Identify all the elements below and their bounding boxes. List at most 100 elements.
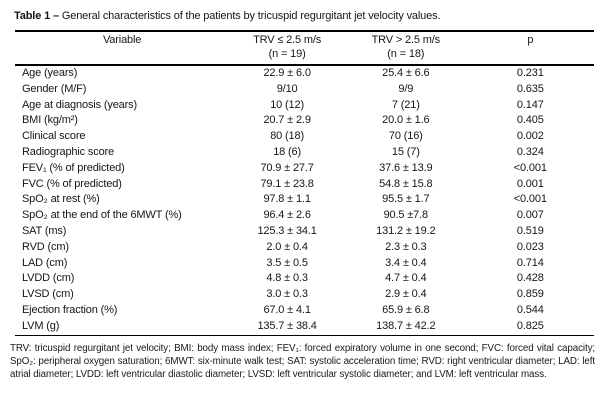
cell-p-value: 0.002 [516,130,544,143]
cell-p-value: <0.001 [513,193,547,206]
cell-group1-value: 4.8 ± 0.3 [266,272,308,285]
cell-variable: Gender (M/F) [22,82,87,95]
table-row: Gender (M/F) 9/10 9/9 0.635 [15,82,594,98]
header-row: Variable TRV ≤ 2.5 m/s (n = 19) TRV > 2.… [15,31,594,66]
cell-variable: FEV₁ (% of predicted) [22,161,125,174]
cell-group2-value: 54.8 ± 15.8 [379,177,433,190]
table-footnote: TRV: tricuspid regurgitant jet velocity;… [10,342,595,381]
cell-group1-value: 79.1 ± 23.8 [260,177,314,190]
cell-group2-value: 2.9 ± 0.4 [385,288,427,301]
header-group2-label: TRV > 2.5 m/s [371,34,441,46]
cell-variable: RVD (cm) [22,240,69,253]
cell-group2-value: 65.9 ± 6.8 [382,303,430,316]
cell-group2-value: 4.7 ± 0.4 [385,272,427,285]
cell-variable: SpO₂ at rest (%) [22,193,100,206]
cell-group1-value: 9/10 [276,82,298,95]
cell-p-value: 0.324 [516,145,544,158]
cell-variable: SAT (ms) [22,224,67,237]
cell-group1-value: 10 (12) [270,98,305,111]
cell-group2-value: 131.2 ± 19.2 [376,224,436,237]
header-variable-label: Variable [102,34,142,46]
cell-p-value: 0.405 [516,114,544,127]
table-row: Radiographic score 18 (6) 15 (7) 0.324 [15,145,594,161]
table-row: Clinical score 80 (18) 70 (16) 0.002 [15,129,594,145]
cell-variable: SpO₂ at the end of the 6MWT (%) [22,209,182,222]
cell-p-value: 0.859 [516,288,544,301]
cell-variable: FVC (% of predicted) [22,177,122,190]
cell-group2-value: 3.4 ± 0.4 [385,256,427,269]
cell-p-value: 0.231 [516,67,544,79]
cell-group1-value: 67.0 ± 4.1 [263,303,311,316]
table-figure: Table 1 – General characteristics of the… [10,7,597,381]
table-row: Ejection fraction (%) 67.0 ± 4.1 65.9 ± … [15,303,594,319]
cell-variable: Age (years) [22,67,78,79]
header-variable: Variable [15,31,230,66]
header-group2-n: (n = 18) [387,47,425,60]
cell-group1-value: 2.0 ± 0.4 [266,240,308,253]
cell-variable: Ejection fraction (%) [22,303,118,316]
cell-group2-value: 90.5 ±7.8 [383,209,429,222]
cell-group1-value: 3.0 ± 0.3 [266,288,308,301]
cell-p-value: 0.023 [516,240,544,253]
cell-group2-value: 37.6 ± 13.9 [379,161,433,174]
cell-group2-value: 25.4 ± 6.6 [382,67,430,79]
table-caption-text: General characteristics of the patients … [61,10,441,22]
table-header: Variable TRV ≤ 2.5 m/s (n = 19) TRV > 2.… [15,31,594,66]
table-row: FVC (% of predicted) 79.1 ± 23.8 54.8 ± … [15,177,594,193]
cell-p-value: 0.544 [516,303,544,316]
cell-group2-value: 2.3 ± 0.3 [385,240,427,253]
cell-variable: LAD (cm) [22,256,68,269]
header-group1: TRV ≤ 2.5 m/s (n = 19) [229,31,346,66]
data-table: Variable TRV ≤ 2.5 m/s (n = 19) TRV > 2.… [15,30,594,336]
cell-group2-value: 20.0 ± 1.6 [382,114,430,127]
cell-p-value: 0.007 [516,209,544,222]
table-row: Age (years) 22.9 ± 6.0 25.4 ± 6.6 0.231 [15,65,594,82]
cell-group1-value: 125.3 ± 34.1 [257,224,317,237]
cell-variable: BMI (kg/m²) [22,114,78,127]
cell-group1-value: 70.9 ± 27.7 [260,161,314,174]
cell-group2-value: 9/9 [398,82,414,95]
cell-p-value: 0.519 [516,224,544,237]
table-row: SpO₂ at rest (%) 97.8 ± 1.1 95.5 ± 1.7 <… [15,192,594,208]
table-row: SAT (ms) 125.3 ± 34.1 131.2 ± 19.2 0.519 [15,224,594,240]
table-caption: Table 1 – General characteristics of the… [10,7,597,30]
cell-p-value: 0.428 [516,272,544,285]
cell-variable: Radiographic score [22,145,115,158]
table-row: LVSD (cm) 3.0 ± 0.3 2.9 ± 0.4 0.859 [15,287,594,303]
cell-group1-value: 96.4 ± 2.6 [263,209,311,222]
cell-variable: LVSD (cm) [22,288,74,301]
cell-p-value: 0.635 [516,82,544,95]
cell-group1-value: 22.9 ± 6.0 [263,67,311,79]
header-group2: TRV > 2.5 m/s (n = 18) [345,31,467,66]
cell-group1-value: 20.7 ± 2.9 [263,114,311,127]
cell-variable: LVM (g) [22,319,60,332]
table-row: BMI (kg/m²) 20.7 ± 2.9 20.0 ± 1.6 0.405 [15,113,594,129]
table-row: Age at diagnosis (years) 10 (12) 7 (21) … [15,98,594,114]
table-row: LVM (g) 135.7 ± 38.4 138.7 ± 42.2 0.825 [15,319,594,335]
cell-p-value: <0.001 [513,161,547,174]
table-row: LAD (cm) 3.5 ± 0.5 3.4 ± 0.4 0.714 [15,256,594,272]
cell-group1-value: 135.7 ± 38.4 [257,319,317,332]
cell-group1-value: 97.8 ± 1.1 [263,193,311,206]
cell-p-value: 0.825 [516,319,544,332]
table-row: FEV₁ (% of predicted) 70.9 ± 27.7 37.6 ±… [15,161,594,177]
table-number: Table 1 – [14,10,59,22]
header-group1-n: (n = 19) [268,47,306,60]
header-pvalue: p [466,31,594,66]
cell-group2-value: 7 (21) [391,98,420,111]
cell-variable: Age at diagnosis (years) [22,98,138,111]
cell-variable: LVDD (cm) [22,272,75,285]
cell-p-value: 0.147 [516,98,544,111]
cell-group2-value: 15 (7) [391,145,420,158]
cell-variable: Clinical score [22,130,86,143]
table-row: RVD (cm) 2.0 ± 0.4 2.3 ± 0.3 0.023 [15,240,594,256]
cell-group1-value: 3.5 ± 0.5 [266,256,308,269]
cell-p-value: 0.001 [516,177,544,190]
table-body: Age (years) 22.9 ± 6.0 25.4 ± 6.6 0.231 … [15,65,594,335]
table-row: LVDD (cm) 4.8 ± 0.3 4.7 ± 0.4 0.428 [15,271,594,287]
header-pvalue-label: p [527,34,534,46]
cell-group1-value: 80 (18) [270,130,305,143]
cell-group2-value: 70 (16) [388,130,423,143]
header-group1-label: TRV ≤ 2.5 m/s [253,34,322,46]
cell-p-value: 0.714 [516,256,544,269]
